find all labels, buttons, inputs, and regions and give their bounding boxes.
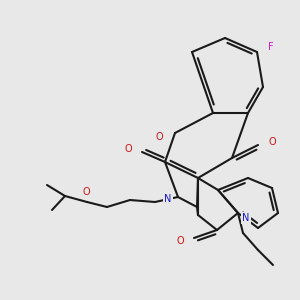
Text: F: F — [268, 42, 274, 52]
Text: O: O — [82, 187, 90, 197]
Text: O: O — [268, 137, 276, 147]
Text: N: N — [242, 213, 250, 223]
Text: N: N — [164, 194, 172, 204]
Text: O: O — [124, 144, 132, 154]
Text: O: O — [155, 132, 163, 142]
Text: O: O — [176, 236, 184, 246]
